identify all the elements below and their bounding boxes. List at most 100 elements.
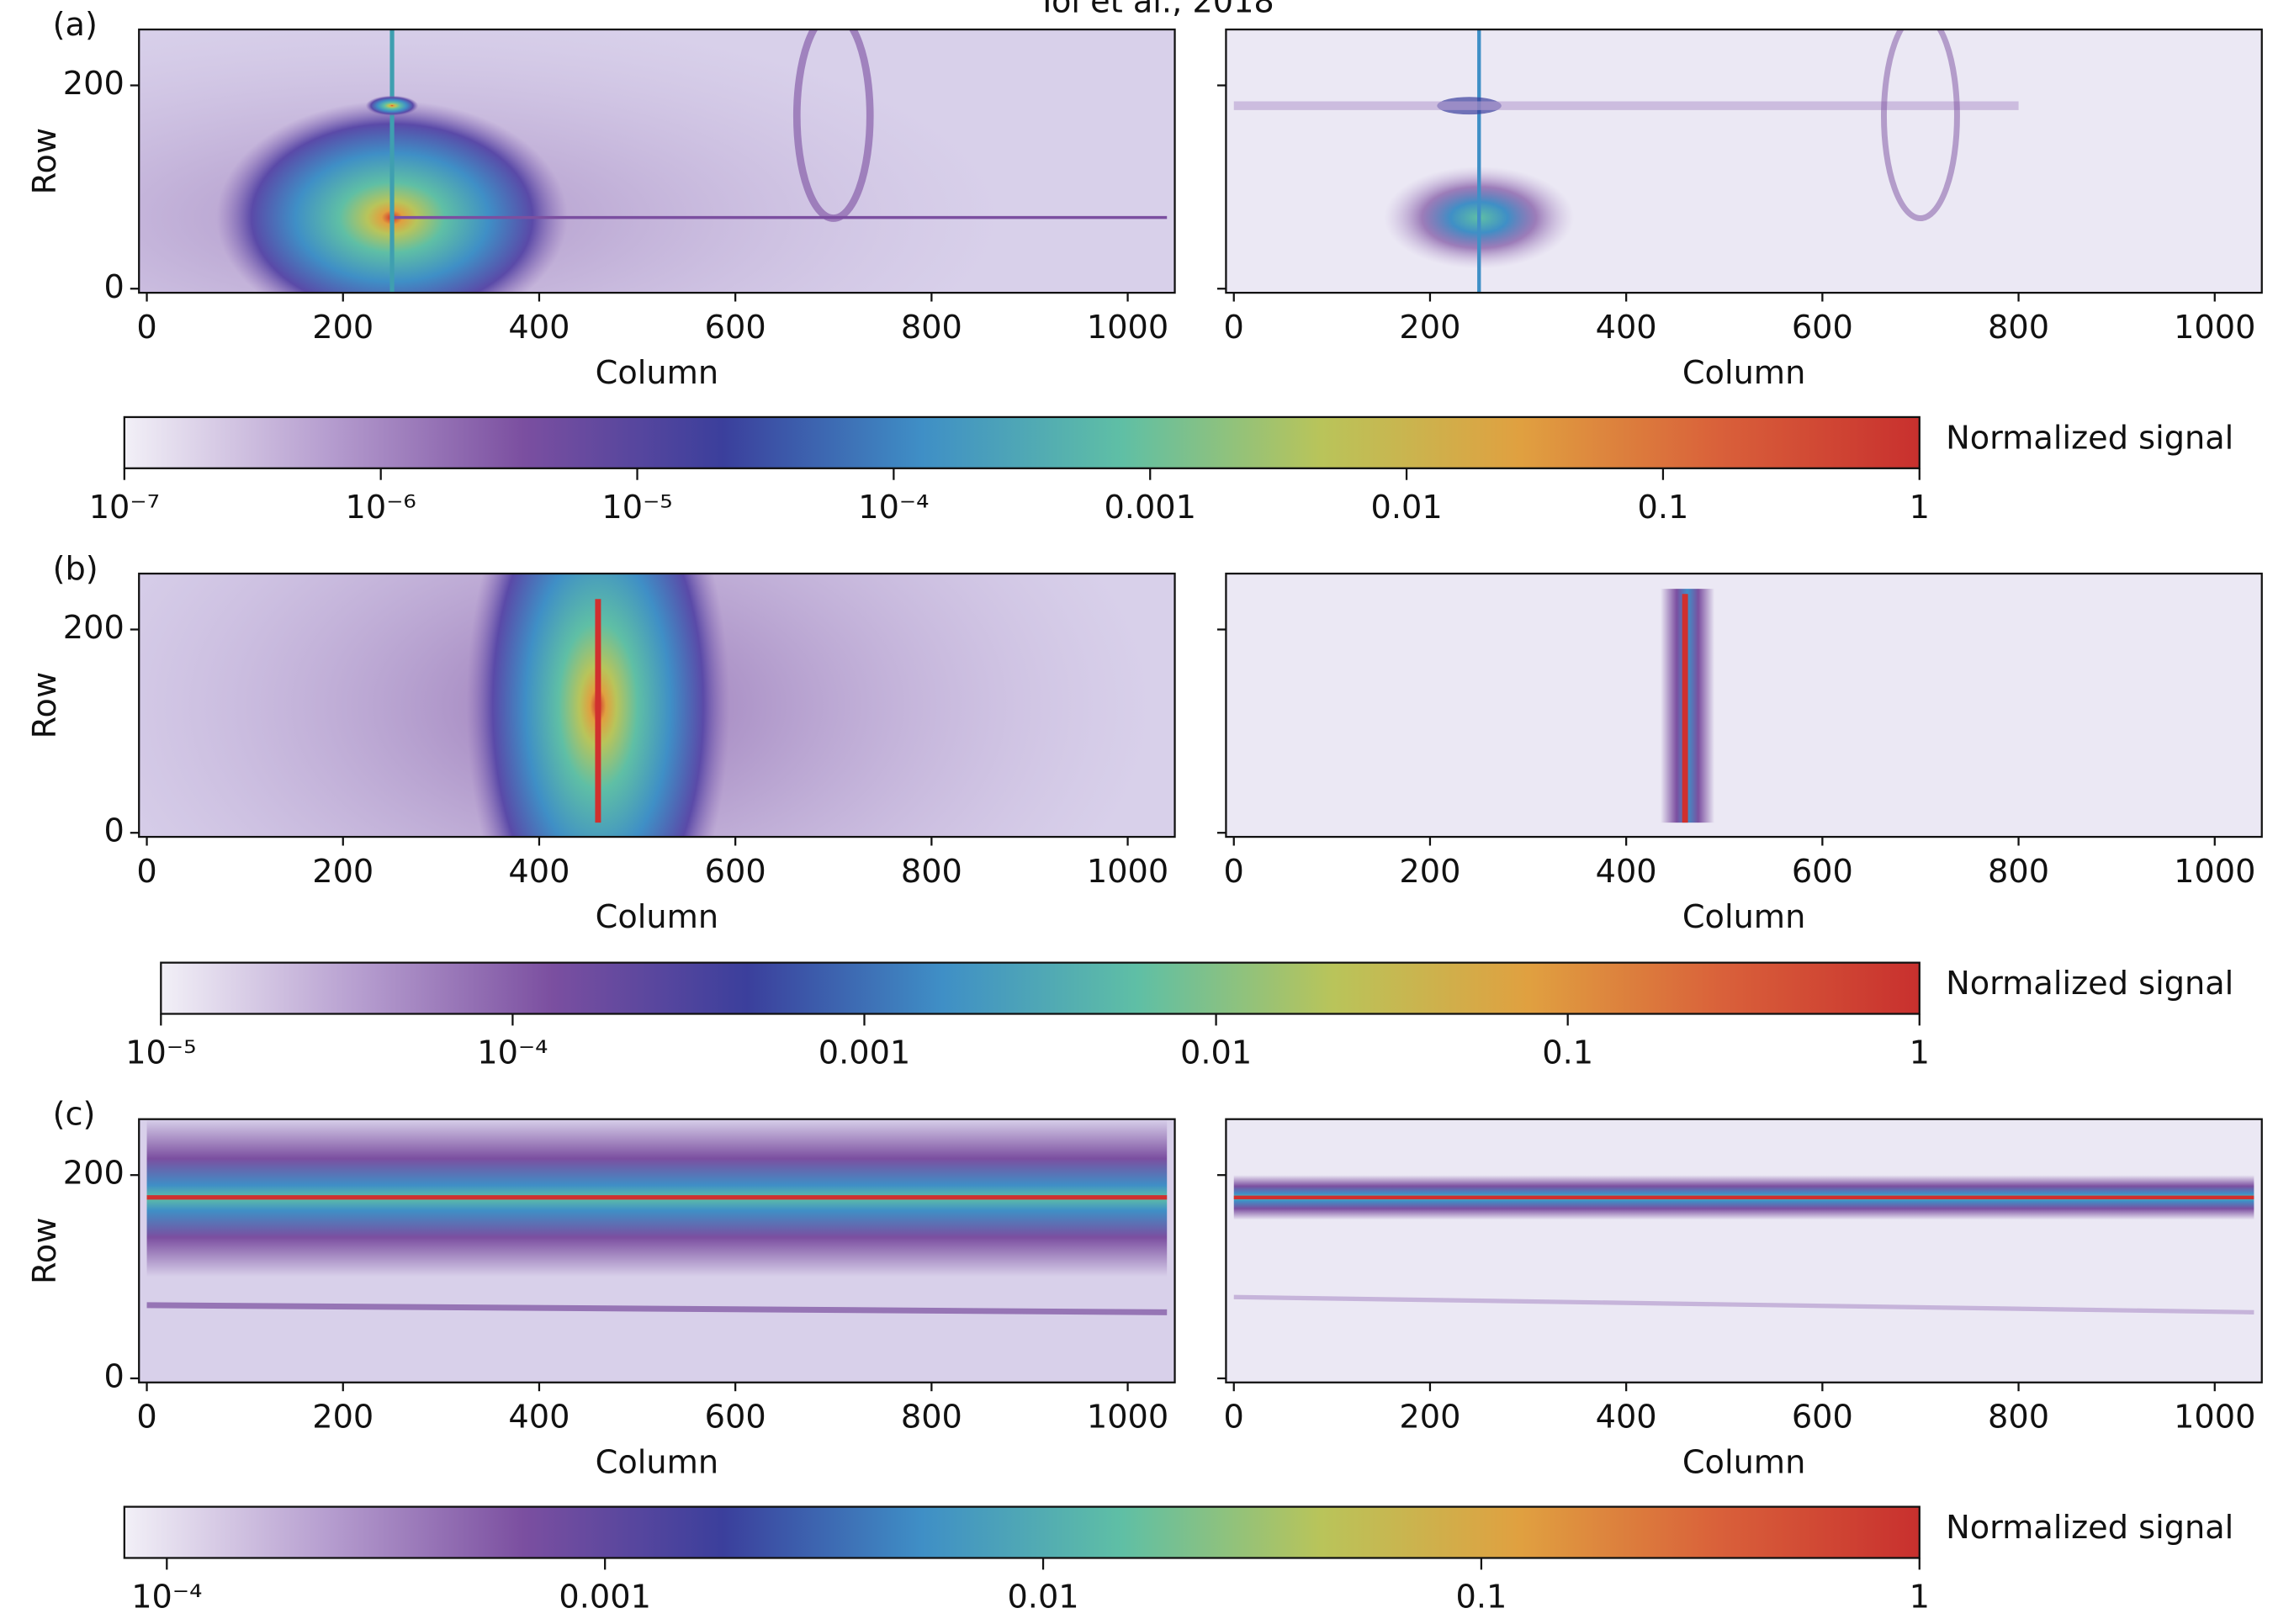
x-tick-label: 1000 bbox=[2174, 853, 2255, 891]
x-tick-label: 0 bbox=[136, 853, 156, 891]
x-tick-label: 1000 bbox=[1087, 309, 1168, 346]
x-tick-label: 600 bbox=[1792, 1399, 1853, 1436]
colorbar-label: Normalized signal bbox=[1946, 1509, 2233, 1547]
colorbar-tick-label: 0.01 bbox=[1370, 489, 1442, 526]
colorbar-tick-label: 10⁻⁷ bbox=[89, 489, 160, 526]
colorbar-tick-label: 1 bbox=[1910, 1579, 1930, 1616]
image bbox=[1226, 1119, 2262, 1383]
colorbar-tick-label: 0.001 bbox=[1104, 489, 1196, 526]
axes-frame bbox=[138, 28, 1176, 294]
x-tick-label: 0 bbox=[136, 309, 156, 346]
x-tick-label: 1000 bbox=[2174, 309, 2255, 346]
colorbar bbox=[123, 1505, 1920, 1559]
x-tick-label: 800 bbox=[901, 309, 962, 346]
panel-label: (b) bbox=[53, 550, 98, 588]
colorbar-tick-label: 0.1 bbox=[1542, 1034, 1593, 1072]
x-tick-label: 800 bbox=[901, 1399, 962, 1436]
colorbar-tick-label: 10⁻⁵ bbox=[601, 489, 672, 526]
y-axis-label: Row bbox=[26, 1217, 64, 1284]
x-axis-label: Column bbox=[596, 1444, 718, 1482]
x-axis-label: Column bbox=[596, 354, 718, 392]
x-tick-label: 1000 bbox=[1087, 1399, 1168, 1436]
y-tick-label: 200 bbox=[63, 609, 125, 647]
axes-frame bbox=[1225, 1118, 2263, 1383]
x-tick-label: 1000 bbox=[1087, 853, 1168, 891]
colorbar-tick-label: 0.1 bbox=[1455, 1579, 1507, 1616]
x-tick-label: 200 bbox=[1399, 309, 1460, 346]
x-tick-label: 400 bbox=[1596, 1399, 1657, 1436]
x-tick-label: 0 bbox=[136, 1399, 156, 1436]
y-axis-label: Row bbox=[26, 672, 64, 739]
x-tick-label: 800 bbox=[901, 853, 962, 891]
background bbox=[1226, 1119, 2262, 1383]
x-axis-label: Column bbox=[1682, 898, 1805, 936]
x-tick-label: 600 bbox=[1792, 853, 1853, 891]
x-tick-label: 0 bbox=[1224, 853, 1244, 891]
colorbar-tick-label: 0.001 bbox=[819, 1034, 911, 1072]
x-tick-label: 600 bbox=[705, 309, 766, 346]
x-tick-label: 800 bbox=[1988, 1399, 2049, 1436]
x-tick-label: 200 bbox=[312, 1399, 374, 1436]
arc bbox=[792, 29, 874, 222]
axes-frame bbox=[1225, 572, 2263, 838]
x-tick-label: 600 bbox=[705, 853, 766, 891]
colorbar-tick-label: 0.01 bbox=[1180, 1034, 1252, 1072]
streak bbox=[1233, 1294, 2254, 1315]
y-tick-label: 0 bbox=[103, 268, 124, 306]
y-tick-label: 0 bbox=[103, 812, 124, 850]
y-tick-label: 200 bbox=[63, 1155, 125, 1193]
image bbox=[1226, 29, 2262, 294]
colorbar-tick-label: 0.1 bbox=[1638, 489, 1689, 526]
panel-label: (a) bbox=[53, 6, 98, 44]
colorbar-tick-label: 1 bbox=[1910, 1034, 1930, 1072]
x-tick-label: 800 bbox=[1988, 853, 2049, 891]
x-axis-label: Column bbox=[596, 898, 718, 936]
colorbar bbox=[123, 415, 1920, 469]
caption: Tol et al., 2018 bbox=[1036, 0, 1274, 20]
colorbar-tick-label: 1 bbox=[1910, 489, 1930, 526]
colorbar-tick-label: 10⁻⁴ bbox=[477, 1034, 548, 1072]
x-tick-label: 200 bbox=[312, 853, 374, 891]
x-tick-label: 200 bbox=[312, 309, 374, 346]
x-tick-label: 1000 bbox=[2174, 1399, 2255, 1436]
x-tick-label: 400 bbox=[1596, 853, 1657, 891]
x-tick-label: 0 bbox=[1224, 1399, 1244, 1436]
background bbox=[1226, 29, 2262, 294]
image bbox=[139, 29, 1175, 294]
colorbar-tick-label: 10⁻⁶ bbox=[346, 489, 416, 526]
streak bbox=[146, 1302, 1168, 1315]
axes-frame bbox=[1225, 28, 2263, 294]
x-tick-label: 400 bbox=[508, 309, 570, 346]
arc bbox=[1881, 29, 1960, 221]
colorbar-tick-label: 10⁻⁵ bbox=[125, 1034, 196, 1072]
x-tick-label: 0 bbox=[1224, 309, 1244, 346]
x-tick-label: 800 bbox=[1988, 309, 2049, 346]
x-tick-label: 400 bbox=[508, 853, 570, 891]
y-tick-label: 200 bbox=[63, 65, 125, 103]
y-axis-label: Row bbox=[26, 128, 64, 195]
colorbar-tick-label: 10⁻⁴ bbox=[131, 1579, 202, 1616]
x-tick-label: 600 bbox=[705, 1399, 766, 1436]
colorbar-label: Normalized signal bbox=[1946, 419, 2233, 457]
background bbox=[1226, 574, 2262, 838]
blob bbox=[365, 95, 419, 116]
y-tick-label: 0 bbox=[103, 1357, 124, 1395]
colorbar-tick-label: 10⁻⁴ bbox=[858, 489, 929, 526]
axes-frame bbox=[138, 1118, 1176, 1383]
axes-frame bbox=[138, 572, 1176, 838]
image bbox=[139, 574, 1175, 838]
colorbar-tick-label: 0.001 bbox=[559, 1579, 651, 1616]
x-axis-label: Column bbox=[1682, 1444, 1805, 1482]
x-axis-label: Column bbox=[1682, 354, 1805, 392]
x-tick-label: 200 bbox=[1399, 853, 1460, 891]
colorbar bbox=[160, 961, 1920, 1015]
x-tick-label: 400 bbox=[508, 1399, 570, 1436]
image bbox=[139, 1119, 1175, 1383]
colorbar-tick-label: 0.01 bbox=[1007, 1579, 1078, 1616]
x-tick-label: 600 bbox=[1792, 309, 1853, 346]
panel-label: (c) bbox=[53, 1096, 96, 1134]
x-tick-label: 400 bbox=[1596, 309, 1657, 346]
x-tick-label: 200 bbox=[1399, 1399, 1460, 1436]
